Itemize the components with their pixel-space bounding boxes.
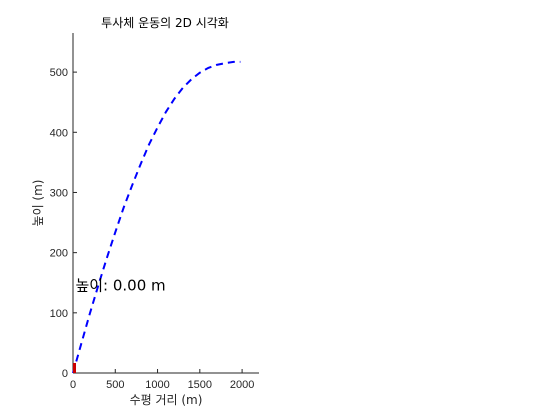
y-tick-label: 0: [62, 368, 68, 380]
trajectory-line: [72, 60, 241, 374]
y-axis-label: 높이 (m): [31, 180, 45, 227]
x-tick-label: 0: [70, 379, 76, 391]
y-ticks: 0 100 200 300 400 500: [50, 67, 77, 380]
y-tick-label: 200: [50, 248, 68, 260]
y-tick-label: 300: [50, 187, 68, 199]
x-ticks: 0 500 1000 1500 2000: [70, 369, 254, 391]
x-tick-label: 2000: [230, 379, 254, 391]
x-tick-label: 1500: [188, 379, 212, 391]
chart-title: 투사체 운동의 2D 시각화: [101, 16, 229, 30]
x-tick-label: 500: [106, 379, 124, 391]
y-tick-label: 100: [50, 308, 68, 320]
x-axis-label: 수평 거리 (m): [130, 393, 203, 407]
projectile-marker: [73, 363, 76, 373]
plot-area: 0 500 1000 1500 2000 0 100 200 300 400 500 높이: 0.…: [50, 33, 259, 391]
y-tick-label: 400: [50, 127, 68, 139]
x-tick-label: 1000: [145, 379, 169, 391]
y-tick-label: 500: [50, 67, 68, 79]
height-annotation: 높이: 0.00 m: [75, 277, 165, 295]
